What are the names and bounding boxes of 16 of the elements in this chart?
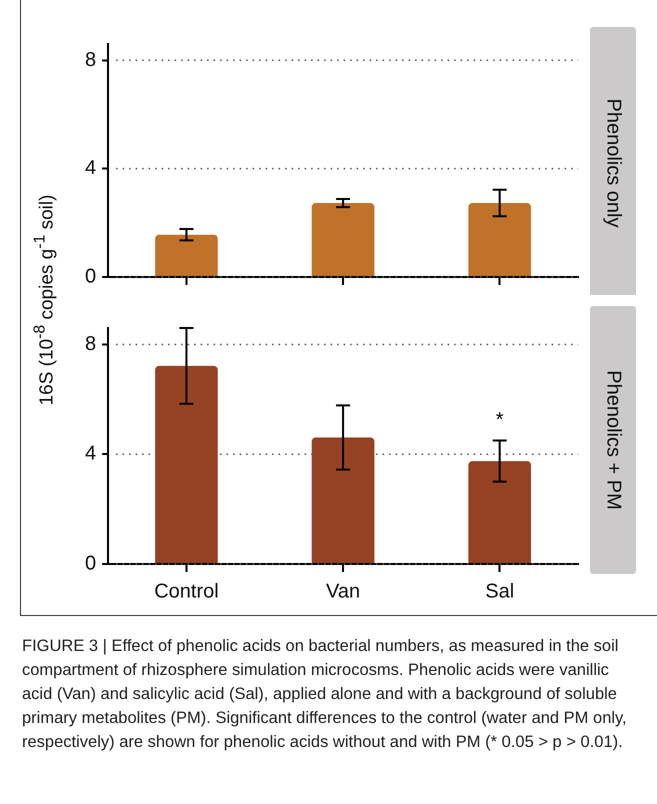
bar	[468, 461, 532, 563]
y-tick-label: 4	[85, 157, 96, 180]
y-tick-label: 0	[85, 266, 96, 288]
annotation: *	[496, 409, 504, 432]
text: Phenolics + PM	[602, 370, 624, 510]
x-tick-label: Control	[154, 580, 219, 603]
x-tick-label: Van	[326, 580, 360, 603]
text: Phenolics only	[602, 98, 624, 228]
y-tick-label: 8	[85, 332, 96, 355]
bar	[155, 366, 218, 563]
y-tick-label: 0	[85, 552, 96, 575]
x-tick-label: Sal	[485, 580, 514, 603]
y-tick-label: 4	[85, 442, 96, 465]
bar	[312, 437, 374, 563]
y-tick-label: 8	[85, 48, 96, 71]
caption: FIGURE 3 | Effect of phenolic acids on bacterial numbers, as measured in the soil compartment of rhizosphere simulation microcosms. Phenolic acids were vanillic acid (Van) and salicylic acid (Sal), applied alone and with a background of soluble primary metabolites (PM). Significant differences to the control (water and PM only, respectively) are shown for phenolic acids without and with PM (* 0.05 > p > 0.01).	[22, 636, 628, 753]
